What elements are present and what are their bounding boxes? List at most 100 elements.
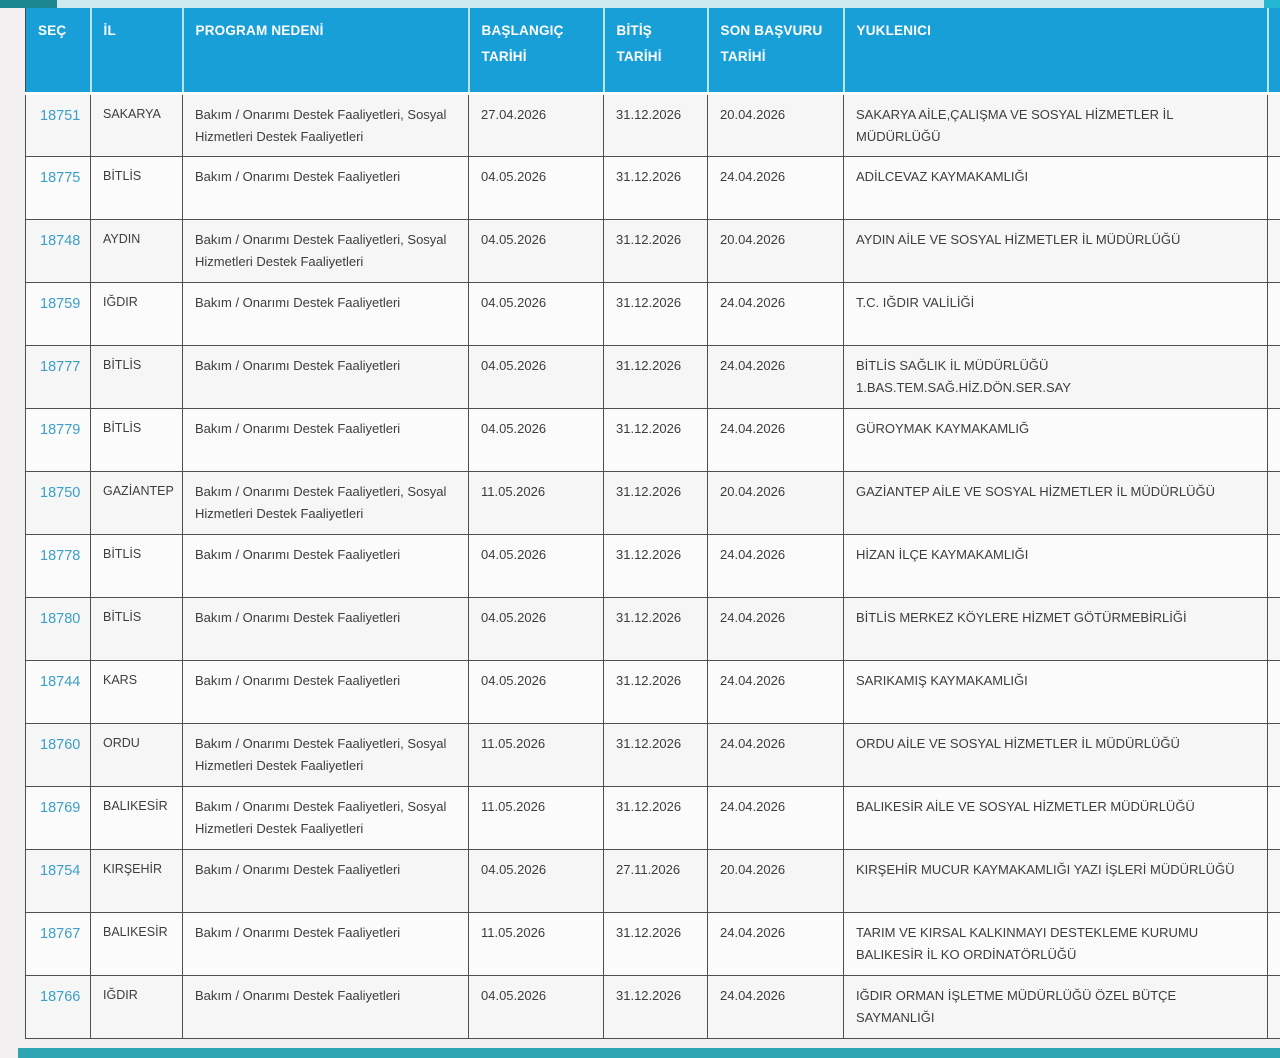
- row-select-link[interactable]: 18778: [40, 547, 81, 564]
- cell-baslangic-tarihi: 27.04.2026: [468, 92, 604, 157]
- cell-baslangic-tarihi: 04.05.2026: [468, 155, 604, 220]
- cell-baslangic-tarihi: 04.05.2026: [468, 281, 604, 346]
- row-select-link[interactable]: 18744: [40, 673, 81, 690]
- table-row: 18751 SAKARYA Bakım / Onarımı Destek Faali…: [25, 92, 1280, 157]
- row-select-link[interactable]: 18766: [40, 988, 81, 1005]
- cell-program-nedeni: Bakım / Onarımı Destek Faaliyetleri: [182, 974, 469, 1039]
- cell-yuklenici: GAZİANTEP AİLE VE SOSYAL HİZMETLER İL MÜ…: [843, 470, 1268, 535]
- table-row: 18748 AYDIN Bakım / Onarımı Destek Faaliye…: [25, 218, 1280, 283]
- cell-sec: 18754: [25, 848, 91, 913]
- row-select-link[interactable]: 18777: [40, 358, 81, 375]
- row-select-link[interactable]: 18751: [40, 107, 81, 124]
- cell-sec: 18760: [25, 722, 91, 787]
- cell-son-basvuru-tarihi: 24.04.2026: [707, 533, 844, 598]
- cell-clipped-column: [1267, 155, 1280, 220]
- row-select-link[interactable]: 18748: [40, 232, 81, 249]
- cell-il: BİTLİS: [90, 533, 183, 598]
- table-row: 18778 BİTLİS Bakım / Onarımı Destek Faaliy…: [25, 533, 1280, 598]
- cell-yuklenici: IĞDIR ORMAN İŞLETME MÜDÜRLÜĞÜ ÖZEL BÜTÇE…: [843, 974, 1268, 1039]
- cell-clipped-column: [1267, 659, 1280, 724]
- bottom-edge-bar: [18, 1048, 1280, 1058]
- cell-son-basvuru-tarihi: 24.04.2026: [707, 722, 844, 787]
- table-row: 18750 GAZİANTEP Bakım / Onarımı Destek Faa…: [25, 470, 1280, 535]
- cell-yuklenici: SAKARYA AİLE,ÇALIŞMA VE SOSYAL HİZMETLER…: [843, 92, 1268, 157]
- row-select-link[interactable]: 18769: [40, 799, 81, 816]
- cell-yuklenici: ORDU AİLE VE SOSYAL HİZMETLER İL MÜDÜRLÜ…: [843, 722, 1268, 787]
- cell-sec: 18750: [25, 470, 91, 535]
- cell-son-basvuru-tarihi: 24.04.2026: [707, 785, 844, 850]
- cell-baslangic-tarihi: 04.05.2026: [468, 218, 604, 283]
- table-row: 18779 BİTLİS Bakım / Onarımı Destek Faaliy…: [25, 407, 1280, 472]
- row-select-link[interactable]: 18780: [40, 610, 81, 627]
- cell-son-basvuru-tarihi: 20.04.2026: [707, 218, 844, 283]
- cell-sec: 18769: [25, 785, 91, 850]
- cell-sec: 18748: [25, 218, 91, 283]
- cell-son-basvuru-tarihi: 24.04.2026: [707, 659, 844, 724]
- cell-bitis-tarihi: 31.12.2026: [603, 281, 708, 346]
- cell-bitis-tarihi: 31.12.2026: [603, 974, 708, 1039]
- cell-il: IĞDIR: [90, 974, 183, 1039]
- cell-sec: 18780: [25, 596, 91, 661]
- cell-yuklenici: BİTLİS MERKEZ KÖYLERE HİZMET GÖTÜRMEBİRL…: [843, 596, 1268, 661]
- cell-il: BİTLİS: [90, 596, 183, 661]
- row-select-link[interactable]: 18759: [40, 295, 81, 312]
- cell-sec: 18778: [25, 533, 91, 598]
- column-header-il: İL: [89, 8, 183, 95]
- row-select-link[interactable]: 18754: [40, 862, 81, 879]
- column-header-clipped: [1266, 8, 1280, 95]
- top-edge-strip: [0, 0, 1280, 8]
- cell-bitis-tarihi: 31.12.2026: [603, 533, 708, 598]
- cell-il: BALIKESİR: [90, 911, 183, 976]
- row-select-link[interactable]: 18779: [40, 421, 81, 438]
- cell-yuklenici: HİZAN İLÇE KAYMAKAMLIĞI: [843, 533, 1268, 598]
- program-table: SEÇ İL PROGRAM NEDENİ BAŞLANGIÇ TARİHİ B…: [25, 8, 1280, 1039]
- cell-bitis-tarihi: 31.12.2026: [603, 92, 708, 157]
- cell-sec: 18779: [25, 407, 91, 472]
- cell-il: ORDU: [90, 722, 183, 787]
- table-row: 18775 BİTLİS Bakım / Onarımı Destek Faaliy…: [25, 155, 1280, 220]
- cell-bitis-tarihi: 31.12.2026: [603, 470, 708, 535]
- row-select-link[interactable]: 18775: [40, 169, 81, 186]
- cell-baslangic-tarihi: 04.05.2026: [468, 596, 604, 661]
- top-edge-strip-left-cap: [0, 0, 57, 8]
- cell-son-basvuru-tarihi: 20.04.2026: [707, 848, 844, 913]
- cell-il: BİTLİS: [90, 407, 183, 472]
- cell-il: IĞDIR: [90, 281, 183, 346]
- cell-bitis-tarihi: 31.12.2026: [603, 659, 708, 724]
- cell-clipped-column: [1267, 470, 1280, 535]
- cell-baslangic-tarihi: 04.05.2026: [468, 659, 604, 724]
- cell-clipped-column: [1267, 407, 1280, 472]
- cell-sec: 18759: [25, 281, 91, 346]
- program-table-viewport: SEÇ İL PROGRAM NEDENİ BAŞLANGIÇ TARİHİ B…: [25, 8, 1280, 1046]
- cell-bitis-tarihi: 31.12.2026: [603, 218, 708, 283]
- cell-program-nedeni: Bakım / Onarımı Destek Faaliyetleri, Sos…: [182, 218, 469, 283]
- cell-yuklenici: KIRŞEHİR MUCUR KAYMAKAMLIĞI YAZI İŞLERİ …: [843, 848, 1268, 913]
- cell-il: GAZİANTEP: [90, 470, 183, 535]
- column-header-yuklenici: YUKLENICI: [842, 8, 1268, 95]
- cell-son-basvuru-tarihi: 24.04.2026: [707, 344, 844, 409]
- cell-program-nedeni: Bakım / Onarımı Destek Faaliyetleri, Sos…: [182, 785, 469, 850]
- cell-yuklenici: GÜROYMAK KAYMAKAMLIĞ: [843, 407, 1268, 472]
- row-select-link[interactable]: 18750: [40, 484, 81, 501]
- cell-clipped-column: [1267, 722, 1280, 787]
- cell-clipped-column: [1267, 785, 1280, 850]
- column-header-program-nedeni: PROGRAM NEDENİ: [181, 8, 469, 95]
- cell-bitis-tarihi: 31.12.2026: [603, 155, 708, 220]
- cell-son-basvuru-tarihi: 24.04.2026: [707, 911, 844, 976]
- cell-il: KARS: [90, 659, 183, 724]
- top-edge-strip-right-cap: [1264, 0, 1280, 8]
- cell-clipped-column: [1267, 596, 1280, 661]
- table-header-row: SEÇ İL PROGRAM NEDENİ BAŞLANGIÇ TARİHİ B…: [25, 8, 1280, 95]
- cell-yuklenici: BALIKESİR AİLE VE SOSYAL HİZMETLER MÜDÜR…: [843, 785, 1268, 850]
- cell-program-nedeni: Bakım / Onarımı Destek Faaliyetleri: [182, 596, 469, 661]
- row-select-link[interactable]: 18760: [40, 736, 81, 753]
- cell-son-basvuru-tarihi: 24.04.2026: [707, 596, 844, 661]
- row-select-link[interactable]: 18767: [40, 925, 81, 942]
- cell-program-nedeni: Bakım / Onarımı Destek Faaliyetleri, Sos…: [182, 470, 469, 535]
- table-row: 18766 IĞDIR Bakım / Onarımı Destek Faaliye…: [25, 974, 1280, 1039]
- cell-yuklenici: T.C. IĞDIR VALİLİĞİ: [843, 281, 1268, 346]
- cell-son-basvuru-tarihi: 24.04.2026: [707, 155, 844, 220]
- table-row: 18769 BALIKESİR Bakım / Onarımı Destek Faa…: [25, 785, 1280, 850]
- cell-program-nedeni: Bakım / Onarımı Destek Faaliyetleri: [182, 344, 469, 409]
- cell-bitis-tarihi: 27.11.2026: [603, 848, 708, 913]
